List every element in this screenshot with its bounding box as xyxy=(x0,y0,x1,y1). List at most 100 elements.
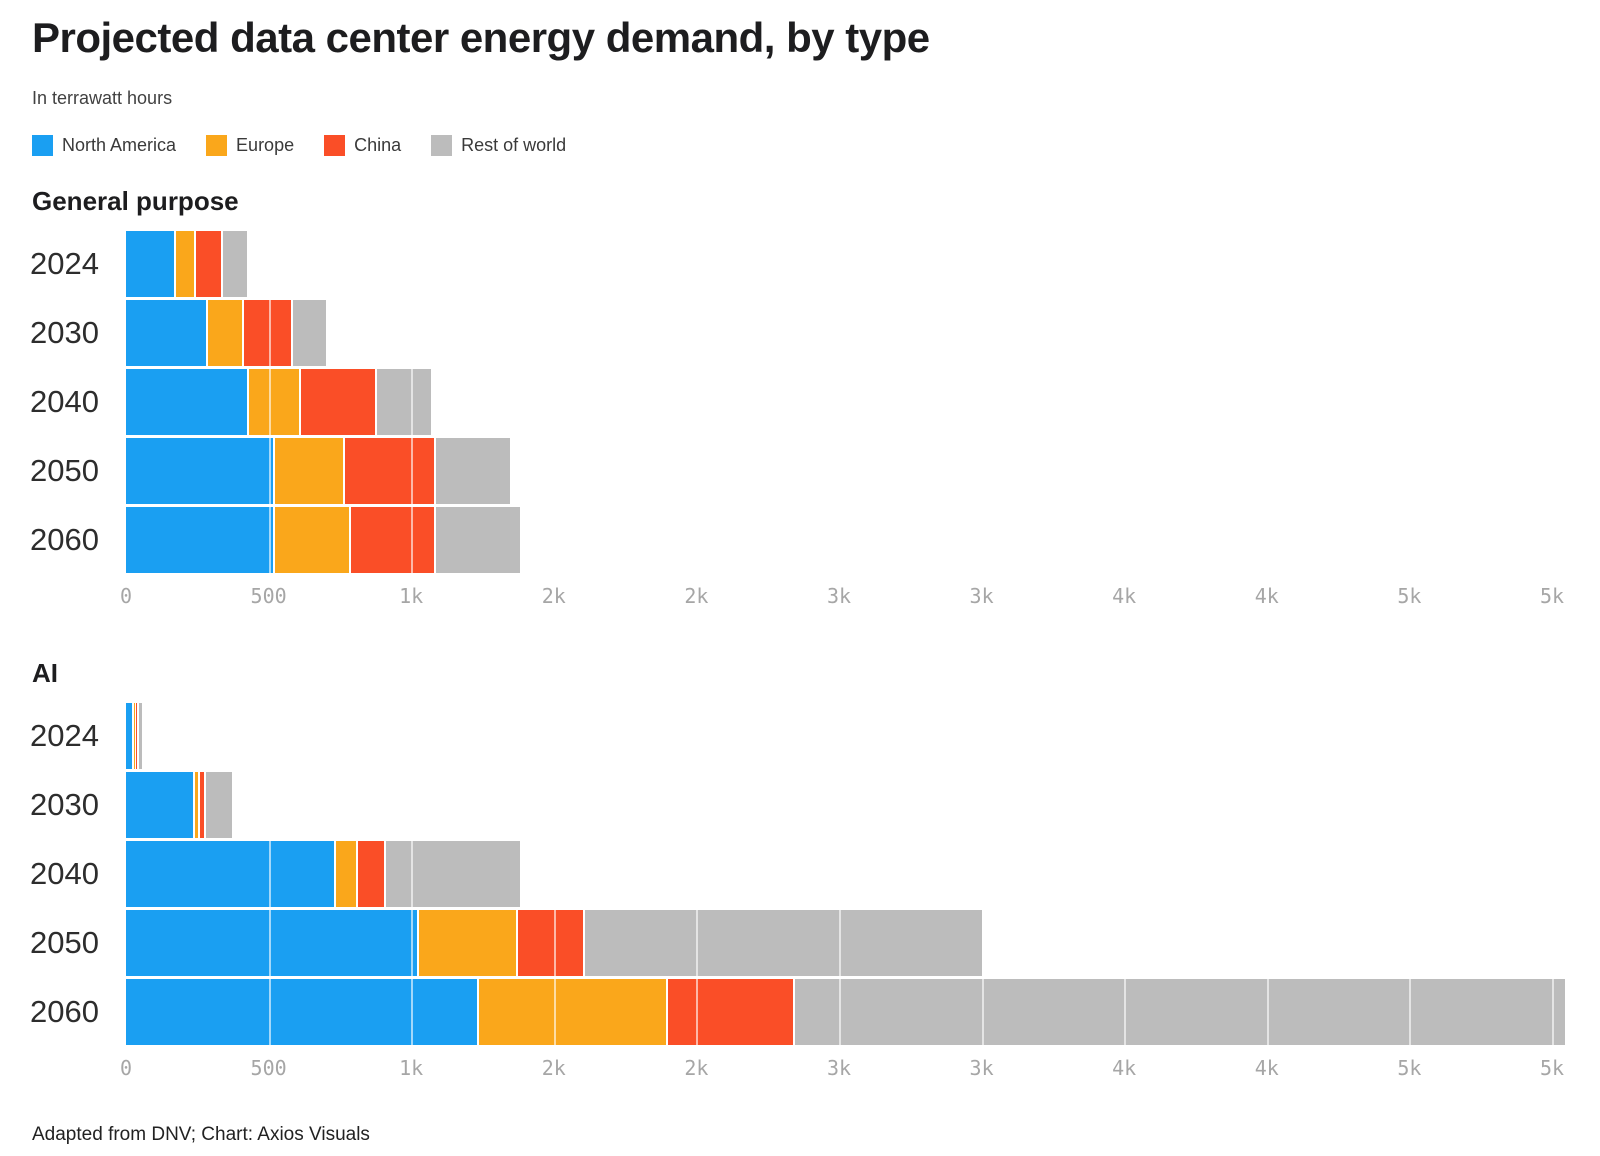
bar-segment-europe xyxy=(418,910,516,976)
bar-segment-china xyxy=(358,841,384,907)
year-label: 2050 xyxy=(30,925,99,960)
x-tick-label: 5k xyxy=(1539,584,1565,608)
bar-segment-north-america xyxy=(126,703,132,769)
bar-segment-north-america xyxy=(126,300,206,366)
bar-segment-europe xyxy=(274,438,344,504)
bar-segment-rest-of-world xyxy=(139,703,142,769)
bar-track xyxy=(126,772,232,838)
x-tick-label: 500 xyxy=(250,584,287,608)
year-label: 2024 xyxy=(30,718,99,753)
bar-segment-north-america xyxy=(126,910,417,976)
bar-segment-north-america xyxy=(126,438,273,504)
bar-track xyxy=(126,841,520,907)
bar-segment-china xyxy=(345,438,434,504)
chart-ai: AI 2024 2030 2040 2050 2060 0 500 1k 2k 2k 3k 3k 4k… xyxy=(0,658,1600,1090)
bar-segment-rest-of-world xyxy=(377,369,432,435)
bar-row-2050: 2050 xyxy=(0,910,1600,976)
x-tick-label: 3k xyxy=(826,584,852,608)
bar-row-2040: 2040 xyxy=(0,841,1600,907)
x-tick-label: 3k xyxy=(826,1056,852,1080)
bar-track xyxy=(126,300,326,366)
chart-general-purpose: General purpose 2024 2030 2040 2050 2060 0 50… xyxy=(0,186,1600,618)
bar-segment-china xyxy=(667,979,794,1045)
x-tick-label: 4k xyxy=(1112,1056,1137,1080)
legend: North America Europe China Rest of world xyxy=(32,135,1600,156)
legend-item-china: China xyxy=(324,135,401,156)
bar-segment-north-america xyxy=(126,841,335,907)
bar-segment-china xyxy=(136,703,138,769)
source-credit: Adapted from DNV; Chart: Axios Visuals xyxy=(32,1124,370,1145)
bar-segment-north-america xyxy=(126,231,175,297)
bar-segment-china xyxy=(195,231,222,297)
page: Projected data center energy demand, by … xyxy=(0,14,1600,1156)
x-tick-label: 2k xyxy=(541,1056,566,1080)
legend-label: Rest of world xyxy=(461,135,567,155)
section-title-ai: AI xyxy=(32,658,58,688)
bar-row-2060: 2060 xyxy=(0,979,1600,1045)
bar-track xyxy=(126,231,248,297)
bar-segment-europe xyxy=(176,231,194,297)
bar-track xyxy=(126,438,510,504)
year-label: 2040 xyxy=(30,384,99,419)
bar-segment-rest-of-world xyxy=(795,979,1566,1045)
year-label: 2060 xyxy=(30,994,99,1029)
x-tick-label: 1k xyxy=(399,1056,424,1080)
section-title-general-purpose: General purpose xyxy=(32,186,239,216)
bar-track xyxy=(126,703,142,769)
bar-segment-europe xyxy=(195,772,198,838)
year-label: 2024 xyxy=(30,246,99,281)
bar-row-2040: 2040 xyxy=(0,369,1600,435)
year-label: 2030 xyxy=(30,787,99,822)
legend-item-rest-of-world: Rest of world xyxy=(431,135,566,156)
bar-segment-rest-of-world xyxy=(206,772,232,838)
bar-segment-rest-of-world xyxy=(585,910,982,976)
legend-item-europe: Europe xyxy=(206,135,294,156)
x-tick-label: 3k xyxy=(969,584,994,608)
x-tick-label: 5k xyxy=(1539,1056,1565,1080)
bar-segment-north-america xyxy=(126,772,194,838)
bar-row-2030: 2030 xyxy=(0,300,1600,366)
bar-row-2024: 2024 xyxy=(0,703,1600,769)
bar-track xyxy=(126,979,1566,1045)
x-tick-label: 4k xyxy=(1254,584,1279,608)
x-tick-label: 0 xyxy=(119,584,133,608)
legend-label: Europe xyxy=(236,135,295,155)
year-label: 2040 xyxy=(30,856,99,891)
bar-track xyxy=(126,507,520,573)
legend-swatch-north-america xyxy=(32,135,53,156)
bar-segment-north-america xyxy=(126,507,273,573)
bar-segment-rest-of-world xyxy=(435,507,520,573)
x-tick-label: 0 xyxy=(119,1056,133,1080)
x-axis-ai: 0 500 1k 2k 2k 3k 3k 4k 4k 5k 5k xyxy=(0,1048,1600,1090)
bar-segment-rest-of-world xyxy=(385,841,520,907)
bar-segment-north-america xyxy=(126,979,477,1045)
bar-segment-china xyxy=(301,369,376,435)
bar-segment-china xyxy=(244,300,292,366)
legend-swatch-europe xyxy=(206,135,228,156)
x-tick-label: 4k xyxy=(1112,584,1137,608)
legend-swatch-china xyxy=(324,135,346,156)
chart-subtitle: In terrawatt hours xyxy=(32,88,173,108)
bar-segment-europe xyxy=(207,300,243,366)
x-tick-label: 2k xyxy=(541,584,566,608)
bar-segment-rest-of-world xyxy=(223,231,248,297)
x-tick-label: 2k xyxy=(684,584,709,608)
bar-segment-china xyxy=(351,507,434,573)
year-label: 2030 xyxy=(30,315,99,350)
x-tick-label: 500 xyxy=(250,1056,287,1080)
x-tick-label: 3k xyxy=(969,1056,994,1080)
chart-title: Projected data center energy demand, by … xyxy=(32,14,930,61)
bar-segment-europe xyxy=(336,841,357,907)
bar-row-2024: 2024 xyxy=(0,231,1600,297)
bar-row-2030: 2030 xyxy=(0,772,1600,838)
legend-item-north-america: North America xyxy=(32,135,176,156)
x-tick-label: 2k xyxy=(684,1056,709,1080)
legend-swatch-rest-of-world xyxy=(431,135,453,156)
x-tick-label: 5k xyxy=(1397,1056,1422,1080)
bar-segment-rest-of-world xyxy=(435,438,510,504)
bar-track xyxy=(126,910,982,976)
bar-segment-china xyxy=(517,910,584,976)
year-label: 2060 xyxy=(30,522,99,557)
year-label: 2050 xyxy=(30,453,99,488)
x-tick-label: 4k xyxy=(1254,1056,1279,1080)
